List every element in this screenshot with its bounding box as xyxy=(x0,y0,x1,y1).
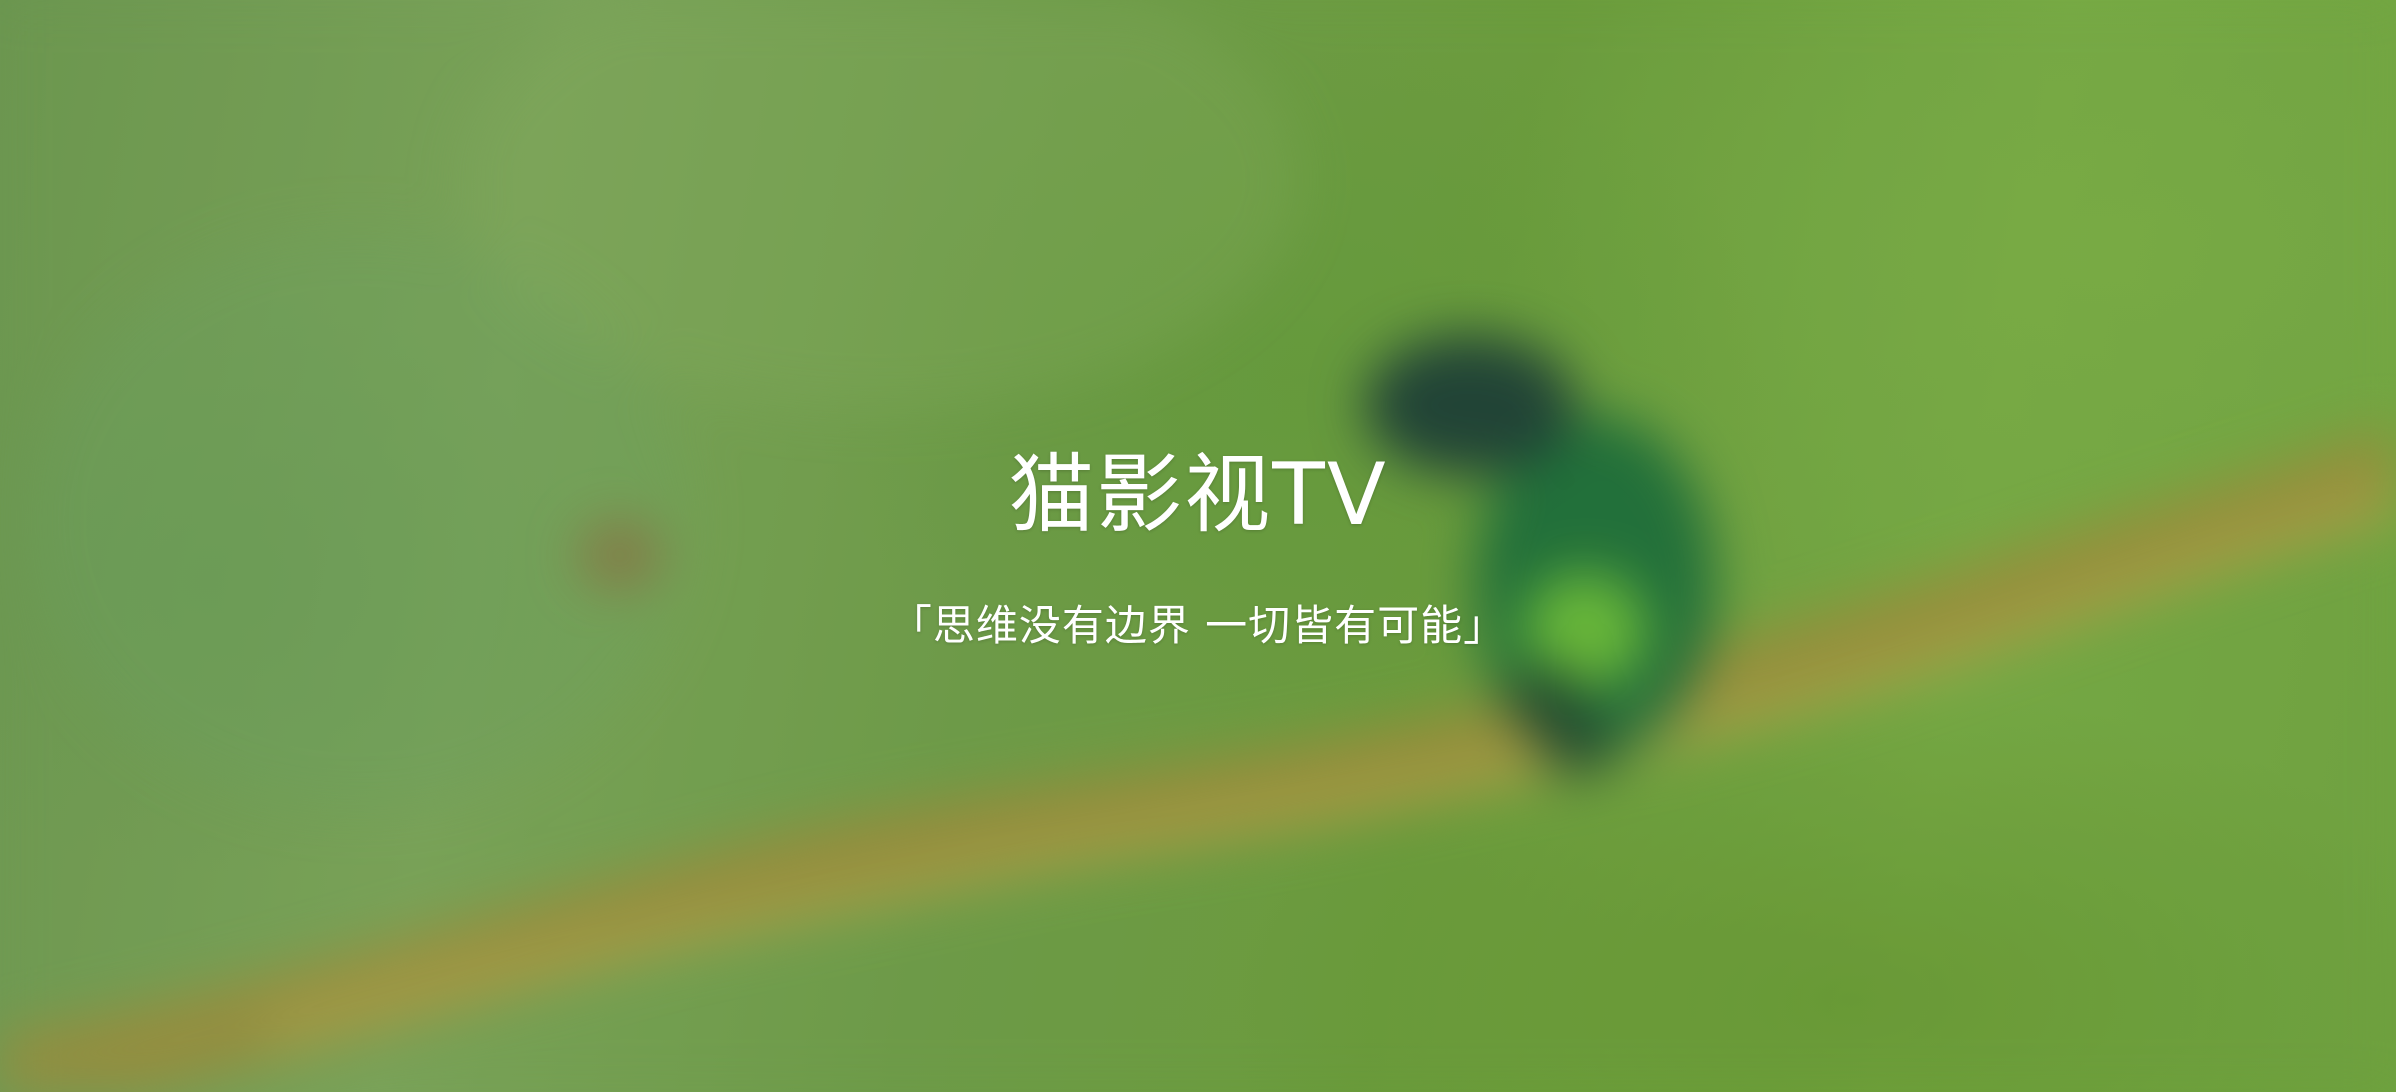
app-slogan: 「思维没有边界 一切皆有可能」 xyxy=(0,598,2396,654)
splash-content: 猫影视TV 「思维没有边界 一切皆有可能」 xyxy=(0,440,2396,654)
app-title: 猫影视TV xyxy=(0,440,2396,550)
